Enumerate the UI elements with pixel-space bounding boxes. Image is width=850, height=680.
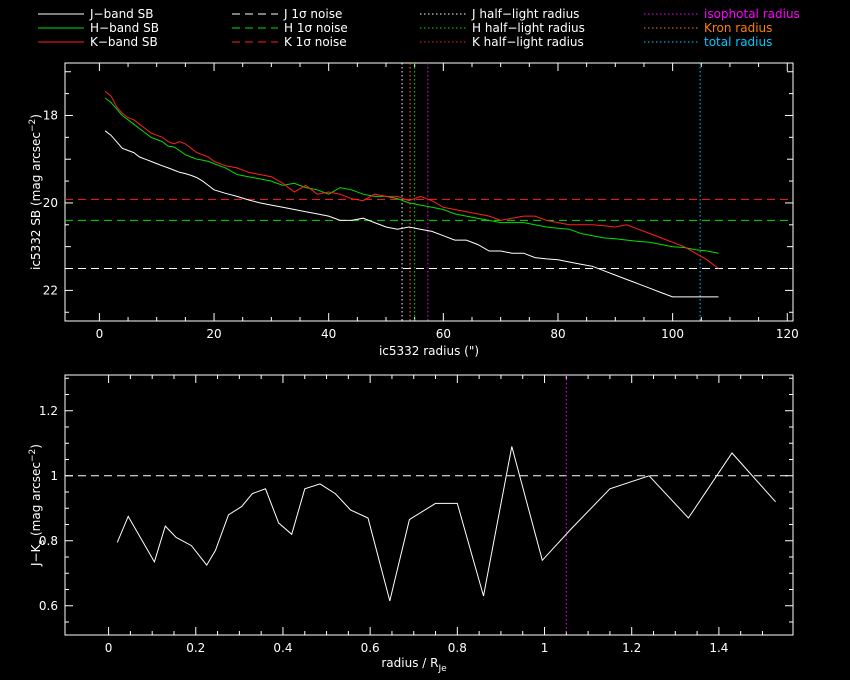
x-tick-label: 0.4 <box>273 641 292 655</box>
panel1-y-axis-label-end: ) <box>29 114 43 119</box>
x-tick-label: 0.2 <box>186 641 205 655</box>
panel2-y-axis-label-sup: −2 <box>28 449 38 462</box>
panel2-x-axis-label: radius / RJe <box>381 656 447 674</box>
x-tick-label: 1.4 <box>709 641 728 655</box>
color-panel: 0 0.2 0.4 0.6 0.8 1 1.2 1.4 0.6 0.8 1 1.2 radius / … <box>28 374 794 674</box>
series-line <box>104 91 719 269</box>
y-tick-label: 20 <box>43 196 58 210</box>
radius-markers <box>401 63 701 321</box>
panel2-ticks: 0 0.2 0.4 0.6 0.8 1 1.2 1.4 0.6 0.8 1 1.2 <box>39 375 793 655</box>
panel2-reference-lines <box>65 375 793 635</box>
panel2-y-axis-label: J−Ks (mag arcsec−2) <box>28 444 47 567</box>
sb-series <box>104 91 719 298</box>
panel1-ticks: 0 20 40 60 80 100 120 18 20 22 <box>43 63 799 341</box>
x-tick-label: 0.8 <box>448 641 467 655</box>
panel1-y-axis-label-main: ic5332 SB (mag arcsec <box>29 132 43 270</box>
legend-label: J half−light radius <box>471 7 579 21</box>
legend-label: J−band SB <box>89 7 153 21</box>
x-tick-label: 120 <box>776 327 799 341</box>
x-tick-label: 100 <box>661 327 684 341</box>
panel2-x-axis-label-sub: Je <box>437 664 447 674</box>
x-tick-label: 0.6 <box>361 641 380 655</box>
x-tick-label: 40 <box>321 327 336 341</box>
x-tick-label: 0 <box>105 641 113 655</box>
x-tick-label: 20 <box>206 327 221 341</box>
x-tick-label: 60 <box>436 327 451 341</box>
y-tick-label: 1 <box>50 469 58 483</box>
panel2-y-axis-label-end: ) <box>29 444 43 449</box>
series-line <box>104 130 719 298</box>
panel1-y-axis-label-sup: −2 <box>28 119 38 132</box>
panel2-y-axis-label-mid: (mag arcsec <box>29 462 43 540</box>
color-series <box>116 446 776 602</box>
legend-label: H half−light radius <box>472 21 585 35</box>
panel2-y-axis-label-main: J−K <box>29 543 43 567</box>
panel2-frame <box>64 374 794 636</box>
series-line <box>104 97 719 254</box>
panel1-y-axis-label: ic5332 SB (mag arcsec−2) <box>28 114 43 270</box>
x-tick-label: 80 <box>550 327 565 341</box>
legend-label: H−band SB <box>90 21 159 35</box>
legend-label: K 1σ noise <box>284 35 347 49</box>
legend-label: Kron radius <box>704 21 772 35</box>
legend-label: K−band SB <box>90 35 158 49</box>
legend-label: J 1σ noise <box>283 7 342 21</box>
y-tick-label: 0.6 <box>39 599 58 613</box>
y-tick-label: 0.8 <box>39 534 58 548</box>
legend-label: H 1σ noise <box>284 21 348 35</box>
panel1-frame <box>64 62 794 322</box>
series-line <box>116 446 776 602</box>
x-tick-label: 0 <box>96 327 104 341</box>
x-tick-label: 1 <box>541 641 549 655</box>
panel2-x-axis-label-main: radius / R <box>381 656 438 670</box>
legend-label: isophotal radius <box>704 7 800 21</box>
y-tick-label: 1.2 <box>39 404 58 418</box>
y-tick-label: 18 <box>43 108 58 122</box>
panel2-y-axis-label-sub: s <box>37 540 47 545</box>
x-tick-label: 1.2 <box>622 641 641 655</box>
y-tick-label: 22 <box>43 283 58 297</box>
legend-label: total radius <box>704 35 772 49</box>
legend-label: K half−light radius <box>472 35 584 49</box>
panel1-x-axis-label: ic5332 radius (") <box>379 344 479 358</box>
